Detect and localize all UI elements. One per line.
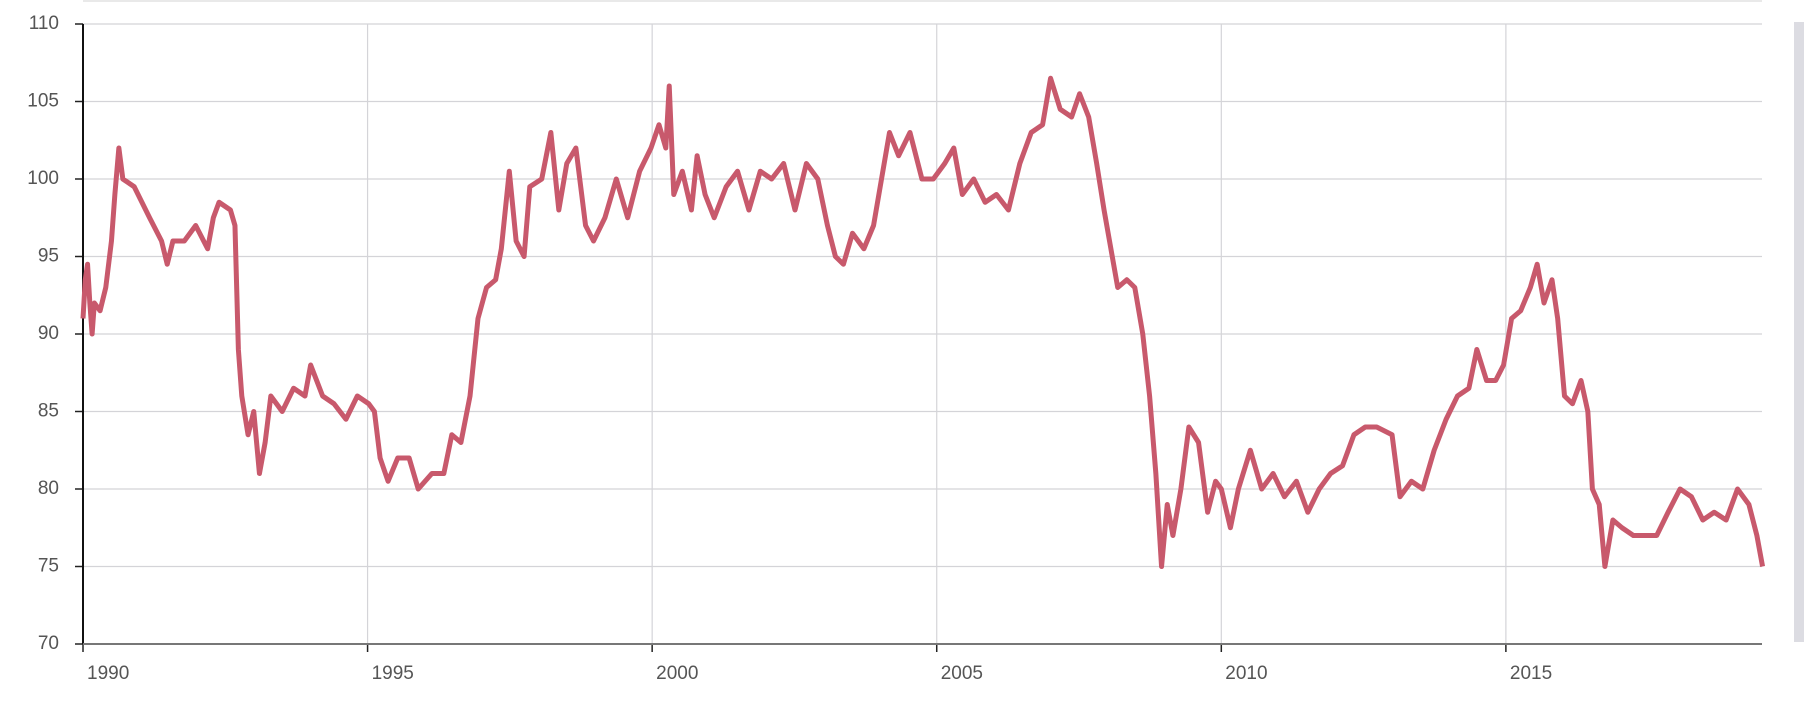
y-tick-label: 70 <box>38 633 59 654</box>
scrollbar[interactable] <box>1794 22 1804 642</box>
y-tick-label: 110 <box>29 13 59 34</box>
x-tick-label: 1995 <box>372 663 414 684</box>
y-tick-label: 85 <box>38 401 59 422</box>
y-tick-label: 75 <box>38 556 59 577</box>
x-tick-label: 2000 <box>656 663 698 684</box>
x-tick-label: 2015 <box>1510 663 1552 684</box>
x-tick-label: 2010 <box>1225 663 1267 684</box>
y-tick-label: 80 <box>38 478 59 499</box>
data-line <box>80 75 1766 569</box>
x-tick-label: 1990 <box>87 663 129 684</box>
y-tick-label: 100 <box>27 168 59 189</box>
y-tick-label: 105 <box>27 91 59 112</box>
y-tick-label: 90 <box>38 323 59 344</box>
x-tick-label: 2005 <box>941 663 983 684</box>
y-tick-label: 95 <box>38 246 59 267</box>
